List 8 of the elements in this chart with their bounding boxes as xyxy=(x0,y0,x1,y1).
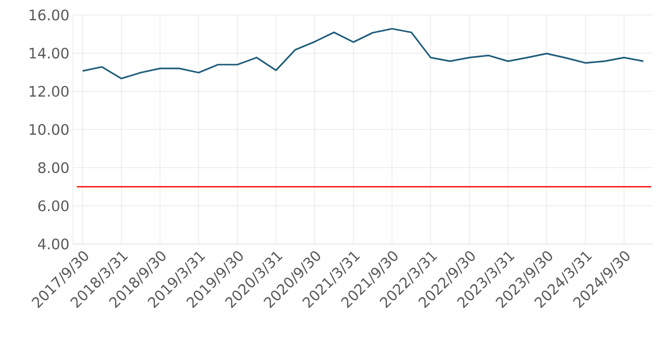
y-tick-label: 8.00 xyxy=(38,162,69,174)
y-tick-label: 14.00 xyxy=(30,48,69,59)
y-tick-label: 10.00 xyxy=(30,124,69,135)
y-tick-label: 6.00 xyxy=(38,200,69,212)
line-series xyxy=(82,28,644,80)
y-tick-label: 4.00 xyxy=(38,238,69,250)
y-tick-label: 12.00 xyxy=(30,86,69,97)
y-tick-label: 16.00 xyxy=(30,10,69,20)
